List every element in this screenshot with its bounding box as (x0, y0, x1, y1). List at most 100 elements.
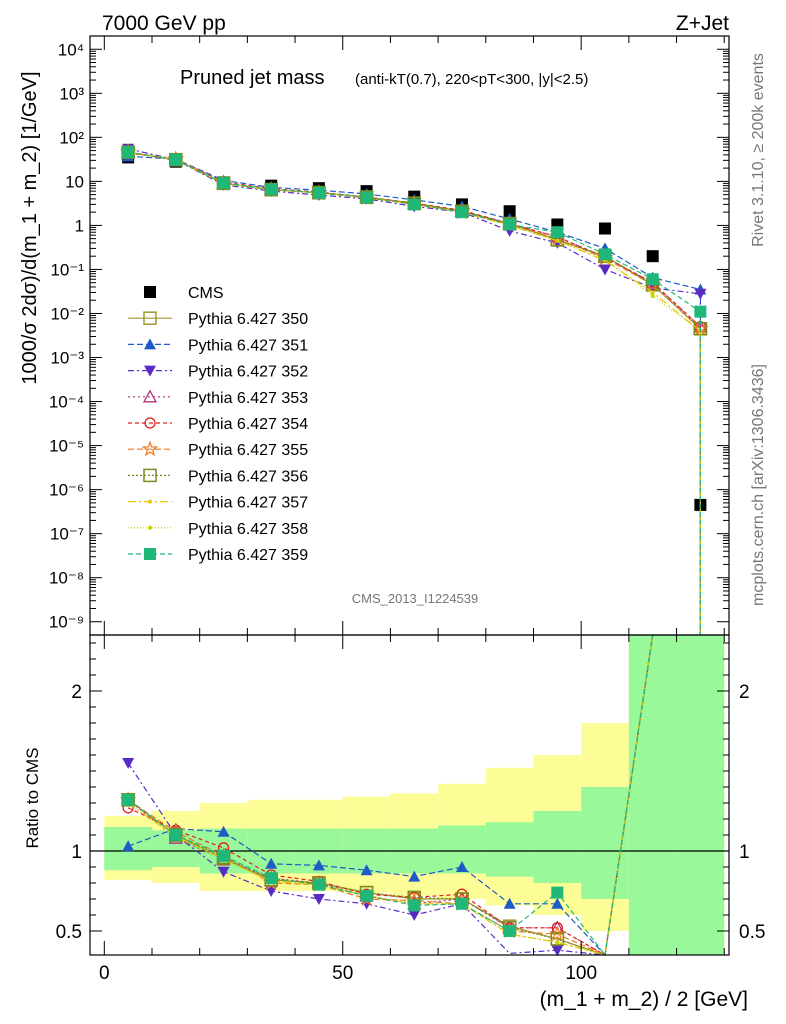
legend-entry: CMS (144, 285, 224, 302)
data-point (265, 183, 278, 196)
y-tick-label: 10⁴ (58, 40, 84, 59)
energy-label: 7000 GeV pp (102, 12, 226, 35)
ratio-series-pythia-6-427-359 (122, 634, 654, 957)
main-panel-series (119, 143, 709, 635)
ratio-point (312, 878, 325, 891)
ratio-point (548, 925, 566, 942)
legend-marker (144, 548, 156, 560)
plot-title-cuts: (anti-kT(0.7), 220<pT<300, |y|<2.5) (355, 71, 588, 88)
analysis-watermark: CMS_2013_I1224539 (352, 591, 479, 606)
ratio-point (122, 793, 135, 806)
y-tick-label: 10⁻⁹ (49, 613, 84, 632)
data-point (646, 250, 659, 263)
data-point (217, 176, 230, 189)
ratio-point (555, 940, 560, 945)
ratio-panel-series (90, 634, 729, 957)
y-tick-label: 10⁻⁸ (49, 569, 84, 588)
legend-label: Pythia 6.427 351 (188, 337, 308, 354)
y-tick-label: 10⁻⁴ (49, 393, 84, 412)
y-tick-label: 10² (59, 128, 84, 147)
ratio-y-tick-label-right: 1 (739, 842, 750, 863)
data-point (555, 238, 560, 243)
data-point (360, 191, 373, 204)
legend-entry: Pythia 6.427 355 (128, 440, 308, 459)
legend-entry: Pythia 6.427 352 (128, 364, 308, 381)
legend-label: CMS (188, 285, 224, 302)
legend-entry: Pythia 6.427 358 (128, 521, 308, 538)
legend-marker (143, 468, 157, 483)
ratio-y-axis-label: Ratio to CMS (23, 747, 42, 848)
ratio-line (127, 634, 654, 956)
ratio-point (408, 870, 421, 882)
series-line (128, 155, 701, 291)
ratio-point (122, 758, 135, 769)
ratio-point (360, 864, 373, 876)
y-tick-label: 10³ (59, 84, 84, 103)
ratio-point (455, 861, 468, 872)
y-tick-label: 1 (75, 216, 84, 235)
y-tick-label: 10⁻² (50, 304, 84, 323)
legend-label: Pythia 6.427 357 (188, 495, 308, 512)
ratio-line (127, 634, 654, 957)
ratio-point (550, 932, 565, 946)
data-point (312, 186, 325, 199)
data-point (646, 273, 659, 286)
ratio-y-tick-label: 2 (71, 682, 82, 703)
data-point (169, 153, 182, 166)
data-point (694, 305, 707, 318)
ratio-line (127, 634, 654, 956)
ratio-point (551, 897, 564, 909)
data-point (551, 226, 564, 239)
legend-marker (141, 440, 159, 457)
ratio-y-tick-label-right: 2 (739, 682, 750, 703)
legend-label: Pythia 6.427 350 (188, 311, 308, 328)
series-pythia-6-427-359 (122, 146, 707, 635)
legend-marker (144, 365, 156, 377)
ratio-point (408, 899, 421, 912)
inner-band-bin (581, 787, 629, 899)
y-tick-label: 10⁻¹ (50, 260, 84, 279)
inner-band-bin (628, 635, 677, 955)
ratio-point (408, 910, 421, 921)
data-point (599, 264, 612, 276)
y-tick-label: 10⁻³ (50, 349, 84, 368)
legend-marker (144, 338, 156, 350)
legend-label: Pythia 6.427 352 (188, 364, 308, 381)
ratio-point (122, 840, 135, 852)
inner-band-bin (533, 811, 582, 883)
main-y-axis-label: 1000/σ 2dσ)/d(m_1 + m_2) [1/GeV] (19, 71, 41, 384)
series-line (127, 148, 701, 295)
legend-entry: Pythia 6.427 354 (128, 416, 308, 433)
legend-entry: Pythia 6.427 357 (128, 495, 308, 512)
legend-entry: Pythia 6.427 356 (128, 468, 308, 485)
data-point (599, 248, 612, 261)
y-tick-label: 10⁻⁷ (50, 525, 84, 544)
legend-label: Pythia 6.427 358 (188, 521, 308, 538)
ratio-point (217, 866, 230, 878)
main-frame (89, 35, 730, 636)
rivet-label: Rivet 3.1.10, ≥ 200k events (750, 53, 767, 247)
legend-entry: Pythia 6.427 350 (128, 311, 308, 328)
inner-band-bin (485, 822, 534, 877)
ratio-frame (89, 634, 730, 956)
legend-entry: Pythia 6.427 351 (128, 337, 308, 354)
data-point (694, 288, 707, 300)
ratio-point (265, 872, 278, 885)
legend-marker (142, 389, 158, 403)
process-label: Z+Jet (676, 12, 729, 35)
x-tick-label: 100 (565, 963, 597, 984)
legend-entry: Pythia 6.427 359 (128, 547, 308, 564)
ratio-y-tick-label: 1 (71, 842, 82, 863)
legend-marker (144, 286, 156, 298)
ratio-point (217, 825, 230, 837)
x-tick-label: 50 (332, 963, 353, 984)
legend: CMS Pythia 6.427 350 Pythia 6.427 351 Pythi… (128, 285, 308, 564)
ratio-point (360, 889, 373, 902)
ratio-point (312, 894, 325, 905)
legend-marker (148, 499, 152, 504)
ratio-point (312, 859, 325, 871)
plot-title: Pruned jet mass (180, 67, 325, 89)
ratio-point (503, 925, 516, 937)
data-point (650, 293, 655, 298)
legend-label: Pythia 6.427 356 (188, 468, 308, 485)
